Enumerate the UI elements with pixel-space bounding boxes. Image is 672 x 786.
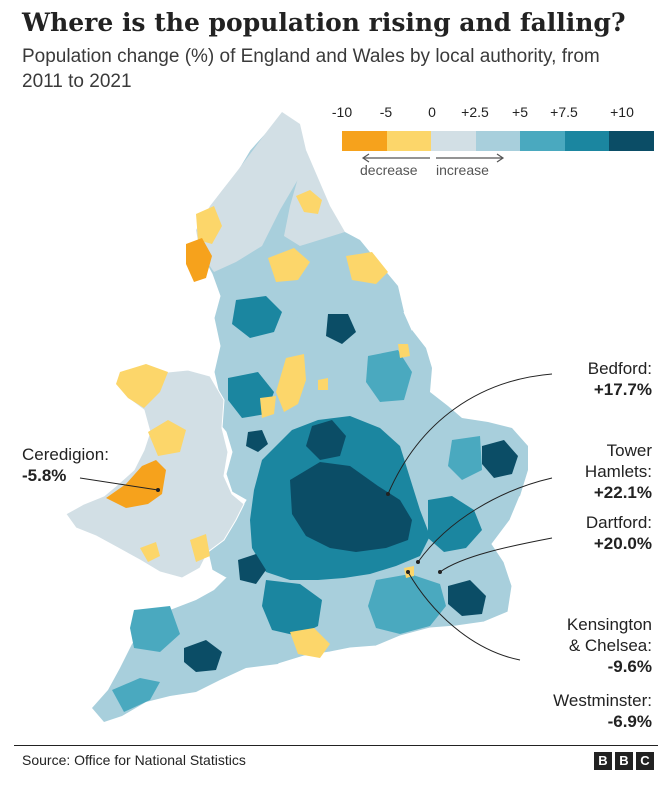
- decrease-label: decrease: [360, 162, 418, 178]
- powys-decrease: [148, 420, 186, 456]
- durham-decrease: [268, 248, 310, 282]
- legend: -10 -5 0 +2.5 +5 +7.5 +10 decrease incre…: [332, 104, 655, 184]
- bedford-value: +17.7%: [593, 380, 652, 399]
- bbc-logo-letter: B: [594, 752, 612, 770]
- kensington-leader-line: [407, 571, 521, 661]
- kensington-dot: [406, 570, 410, 574]
- source-note: Source: Office for National Statistics: [22, 752, 246, 768]
- legend-tick: +10: [610, 104, 634, 120]
- legend-swatch: [609, 131, 655, 151]
- legend-tick: +7.5: [550, 104, 578, 120]
- tower-hamlets-dot: [416, 560, 420, 564]
- copeland-decrease: [186, 238, 212, 282]
- legend-swatch: [520, 131, 565, 151]
- bedford-dot: [386, 492, 390, 496]
- bedford-leader-line: [387, 373, 553, 495]
- legend-swatch: [431, 131, 476, 151]
- leicester-area: [306, 420, 346, 460]
- tower-hamlets-value: +22.1%: [593, 483, 652, 502]
- tower-hamlets-callout: Tower Hamlets: +22.1%: [585, 440, 652, 503]
- increase-arrow-icon: [436, 153, 505, 163]
- kensington-value: -9.6%: [607, 657, 652, 676]
- north-wales-decrease: [116, 364, 168, 408]
- oxford-cambridge-arc: [290, 462, 412, 552]
- cumbria-decrease: [196, 206, 222, 244]
- chart-title: Where is the population rising and falli…: [22, 8, 626, 37]
- tower-hamlets-name-1: Tower: [606, 441, 652, 460]
- legend-tick: -10: [331, 104, 353, 120]
- norfolk-high: [482, 440, 518, 478]
- westminster-value: -6.9%: [607, 712, 652, 731]
- legend-color-bar: [342, 131, 655, 151]
- suffolk-area: [448, 436, 482, 480]
- devon-area: [130, 606, 180, 652]
- legend-tick: 0: [428, 104, 436, 120]
- ceredigion-value: -5.8%: [22, 466, 67, 485]
- dartford-dot: [438, 570, 442, 574]
- bristol-area: [238, 554, 266, 584]
- ceredigion-dot: [156, 488, 160, 492]
- bedford-name: Bedford:: [587, 359, 652, 378]
- ceredigion-decrease: [106, 460, 166, 508]
- kent-area: [448, 580, 486, 616]
- south-wales-decrease-1: [140, 542, 160, 562]
- westminster-callout: Westminster: -6.9%: [553, 690, 652, 732]
- birmingham-area: [246, 430, 268, 452]
- staffs-decrease: [260, 396, 276, 418]
- legend-tick: -5: [379, 104, 393, 120]
- tower-hamlets-leader-line: [417, 477, 553, 563]
- lincoln-area: [366, 350, 412, 402]
- legend-swatch: [342, 131, 387, 151]
- legend-tick: +2.5: [461, 104, 489, 120]
- tower-hamlets-name-2: Hamlets:: [584, 462, 652, 481]
- ceredigion-name: Ceredigion:: [22, 445, 109, 464]
- cornwall-area: [112, 678, 160, 712]
- dartford-value: +20.0%: [593, 534, 652, 553]
- dartford-leader-line: [439, 537, 553, 573]
- increase-label: increase: [436, 162, 489, 178]
- kensington-callout: Kensington & Chelsea: -9.6%: [567, 614, 652, 677]
- scarborough-decrease: [346, 252, 388, 284]
- dorset-high: [184, 640, 222, 672]
- south-wales-decrease-2: [190, 534, 210, 562]
- south-east-mid: [368, 574, 446, 634]
- northumberland-decrease: [296, 190, 322, 214]
- bedford-callout: Bedford: +17.7%: [588, 358, 652, 400]
- isle-of-wight-decrease: [290, 628, 330, 658]
- leeds-area: [326, 314, 356, 344]
- manchester-area: [232, 296, 282, 338]
- bbc-logo-letter: B: [615, 752, 633, 770]
- legend-tick: +5: [512, 104, 528, 120]
- kensington-name-1: Kensington: [566, 615, 652, 634]
- bbc-logo: B B C: [594, 752, 654, 770]
- ceredigion-callout: Ceredigion: -5.8%: [22, 444, 109, 486]
- kensington-name-2: & Chelsea:: [568, 636, 652, 655]
- derbyshire-decrease: [276, 354, 306, 412]
- bbc-logo-letter: C: [636, 752, 654, 770]
- dartford-callout: Dartford: +20.0%: [586, 512, 652, 554]
- decrease-arrow-icon: [361, 153, 430, 163]
- legend-swatch: [386, 131, 432, 151]
- lincs-spot-decrease: [398, 344, 410, 358]
- chart-subtitle: Population change (%) of England and Wal…: [22, 46, 600, 92]
- legend-swatch: [475, 131, 521, 151]
- legend-swatch: [564, 131, 610, 151]
- east-tint: [398, 330, 528, 520]
- westminster-name: Westminster:: [553, 691, 652, 710]
- ceredigion-leader-line: [79, 477, 159, 491]
- footer-divider: [14, 745, 658, 746]
- dartford-name: Dartford:: [585, 513, 652, 532]
- wiltshire-area: [262, 580, 322, 636]
- derby-spot-decrease: [318, 378, 328, 390]
- north-west-tint: [196, 112, 306, 272]
